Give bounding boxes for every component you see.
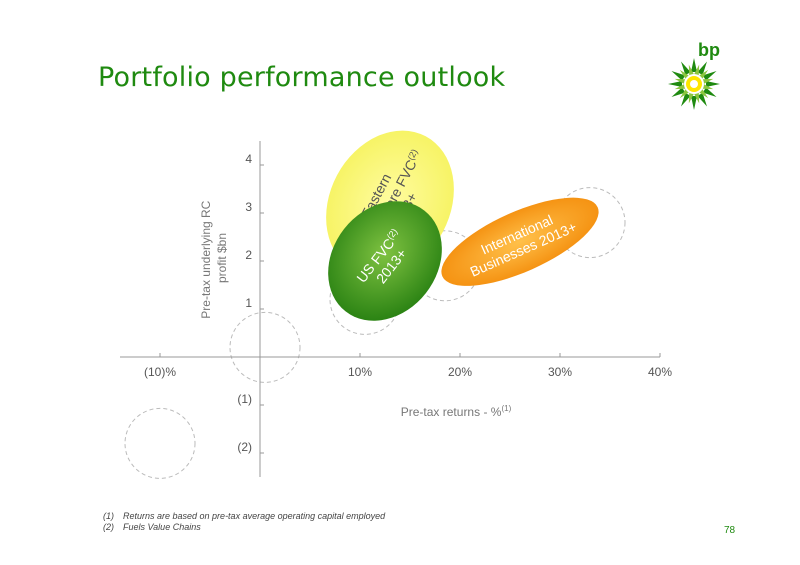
y-tick-label-2: (1) [237,392,252,406]
footnote-1: (1) Returns are based on pre-tax average … [103,511,386,521]
x-tick-label-1: (10)% [144,365,176,379]
page-number: 78 [724,525,736,536]
axes [120,141,661,477]
bubble-ellipse-3 [441,197,599,286]
bubble-ellipse-2 [328,201,442,321]
y-tick-label-6: 4 [245,152,252,166]
y-tick-label-3: 1 [245,296,252,310]
y-axis-label: Pre-tax underlying RC profit $bn [199,197,229,318]
reference-circle-2 [124,407,196,479]
x-tick-label-5: 40% [648,365,672,379]
bubbles: EasternHemisphere FVC(2)2013+US FVC(2) 2… [326,130,599,321]
bp-logo-text: bp [698,40,720,60]
bubble-green: US FVC(2) 2013+ [328,201,442,321]
y-tick-label-1: (2) [237,440,252,454]
x-axis-label: Pre-tax returns - %(1) [401,404,512,419]
y-tick-label-5: 3 [245,200,252,214]
x-tick-label-4: 30% [548,365,572,379]
footnotes: (1) Returns are based on pre-tax average … [103,511,385,533]
y-tick-label-4: 2 [245,248,252,262]
x-tick-label-3: 20% [448,365,472,379]
x-tick-label-2: 10% [348,365,372,379]
tick-labels: (10)% 10% 20% 30% 40% (2) (1) 1 2 3 4 [144,152,672,454]
footnote-2: (2) Fuels Value Chains [103,522,201,532]
bp-helios-logo [668,58,720,110]
reference-circle-5 [554,187,626,259]
page-title: Portfolio performance outlook [98,62,506,93]
reference-circle-1 [229,311,301,383]
